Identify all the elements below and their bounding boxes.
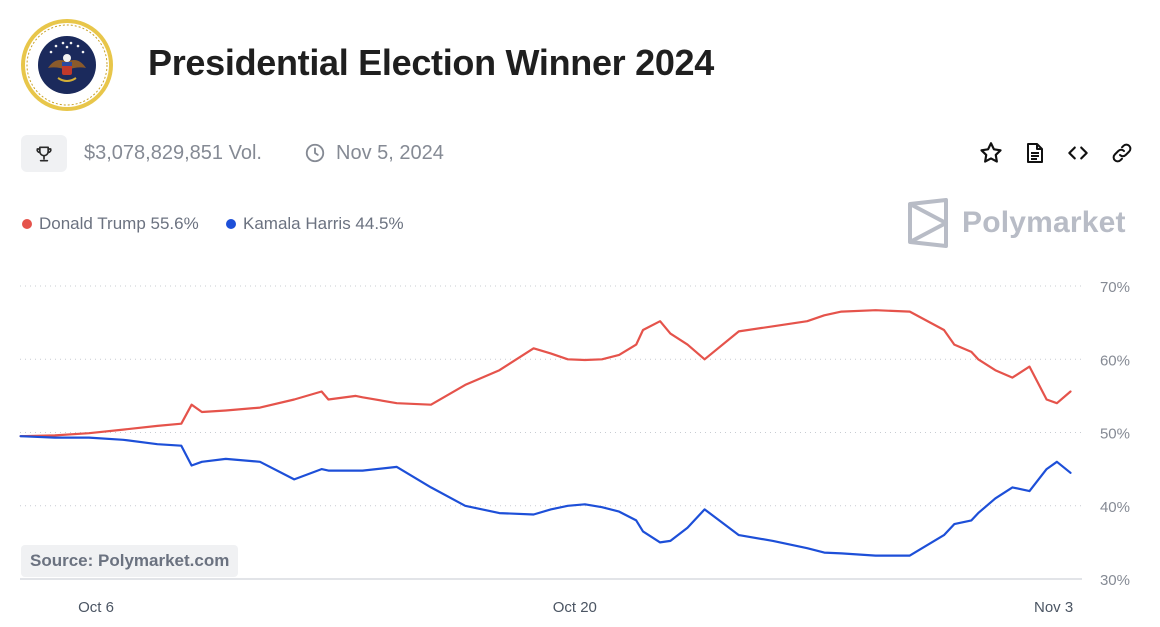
series-line-harris <box>19 435 1072 557</box>
clock-icon <box>304 142 326 164</box>
legend-dot-harris <box>226 219 236 229</box>
polymarket-logo-icon <box>908 198 948 248</box>
star-icon <box>980 142 1002 163</box>
y-tick-label: 30% <box>1100 572 1130 589</box>
x-tick-label: Nov 3 <box>1034 599 1073 616</box>
legend-item-trump: Donald Trump 55.6% <box>22 214 199 234</box>
x-axis-ticks: Oct 6 Oct 20 Nov 3 <box>78 599 1073 616</box>
link-icon <box>1112 143 1132 163</box>
embed-button[interactable] <box>1064 139 1092 167</box>
end-date-label: Nov 5, 2024 <box>336 142 444 164</box>
star-button[interactable] <box>977 139 1005 167</box>
y-axis-ticks: 70% 60% 50% 40% 30% <box>1100 279 1130 589</box>
document-button[interactable] <box>1021 139 1049 167</box>
polymarket-logo: Polymarket <box>906 198 1126 248</box>
trophy-button[interactable] <box>21 135 67 172</box>
x-tick-label: Oct 6 <box>78 599 114 616</box>
embed-code-icon <box>1068 146 1088 160</box>
brand-name: Polymarket <box>962 206 1126 239</box>
presidential-seal-icon <box>20 18 114 112</box>
legend-dot-trump <box>22 219 32 229</box>
y-tick-label: 50% <box>1100 426 1130 443</box>
legend-label-trump: Donald Trump 55.6% <box>39 214 199 233</box>
x-tick-label: Oct 20 <box>553 599 597 616</box>
trophy-icon <box>36 146 52 161</box>
chart-series <box>19 309 1072 557</box>
legend-label-harris: Kamala Harris 44.5% <box>243 214 404 233</box>
legend-item-harris: Kamala Harris 44.5% <box>226 214 404 234</box>
grid-lines <box>20 285 1082 580</box>
y-tick-label: 40% <box>1100 499 1130 516</box>
y-tick-label: 70% <box>1100 279 1130 296</box>
price-history-chart: 70% 60% 50% 40% 30% Oct 6 Oct 20 Nov 3 <box>19 279 1130 616</box>
document-icon <box>1027 143 1043 163</box>
page-title: Presidential Election Winner 2024 <box>148 42 714 83</box>
source-badge: Source: Polymarket.com <box>21 545 239 577</box>
y-tick-label: 60% <box>1100 352 1130 369</box>
volume-label: $3,078,829,851 Vol. <box>84 142 262 164</box>
series-line-trump <box>19 309 1072 438</box>
copy-link-button[interactable] <box>1108 139 1136 167</box>
